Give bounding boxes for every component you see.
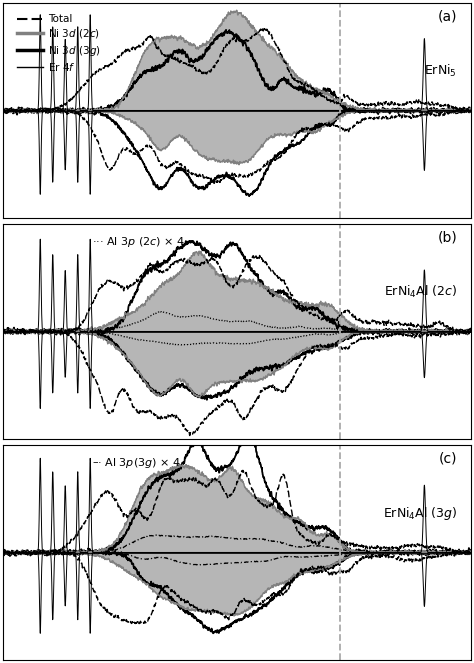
Text: ··· Al 3$p$ (2$c$) × 4: ··· Al 3$p$ (2$c$) × 4 [92,235,184,249]
Text: (c): (c) [438,452,457,465]
Text: ErNi$_5$: ErNi$_5$ [424,63,457,79]
Text: ErNi$_4$Al (2$c$): ErNi$_4$Al (2$c$) [384,284,457,300]
Text: (a): (a) [438,9,457,23]
Legend: Total, Ni 3$d$ (2$c$), Ni 3$d$ (3$g$), Er 4$f$: Total, Ni 3$d$ (2$c$), Ni 3$d$ (3$g$), E… [13,10,105,77]
Text: ErNi$_4$Al (3$g$): ErNi$_4$Al (3$g$) [383,505,457,522]
Text: (b): (b) [438,230,457,244]
Text: –· Al 3$p$(3$g$) × 4: –· Al 3$p$(3$g$) × 4 [92,455,181,469]
